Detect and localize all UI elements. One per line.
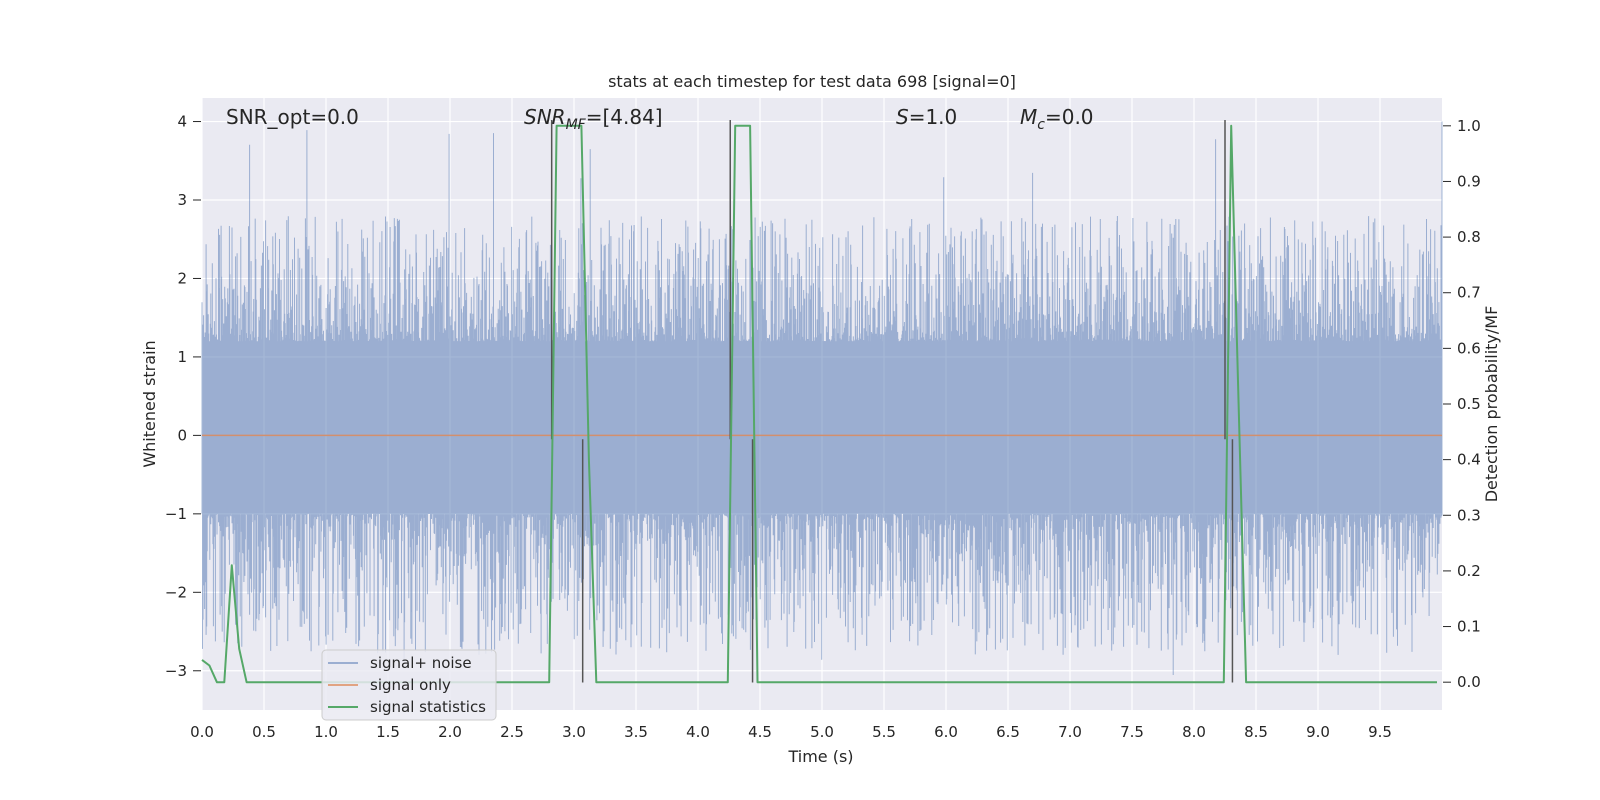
y-tick-label: 2 xyxy=(177,269,187,287)
y-tick-label: 4 xyxy=(177,113,187,131)
x-tick-label: 2.0 xyxy=(438,723,462,741)
x-axis-label: Time (s) xyxy=(787,747,853,766)
y2-tick-label: 0.1 xyxy=(1457,618,1481,636)
y-axis-label: Whitened strain xyxy=(140,340,159,467)
x-tick-label: 7.0 xyxy=(1058,723,1082,741)
y-tick-label: 1 xyxy=(177,348,187,366)
y2-tick-label: 1.0 xyxy=(1457,117,1481,135)
y2-axis-label: Detection probability/MF xyxy=(1482,306,1501,503)
mc-subscript: c xyxy=(1037,117,1045,133)
y-tick-label: 3 xyxy=(177,191,187,209)
y-tick-label: −1 xyxy=(165,505,187,523)
x-tick-label: 2.5 xyxy=(500,723,524,741)
y2-tick-label: 0.5 xyxy=(1457,395,1481,413)
snr-mf-value: =[4.84] xyxy=(586,105,663,129)
mc-symbol: M xyxy=(1020,105,1037,129)
legend: signal+ noise signal only signal statist… xyxy=(321,649,497,721)
x-tick-label: 6.0 xyxy=(934,723,958,741)
s-value: =1.0 xyxy=(909,105,958,129)
chart-title: stats at each timestep for test data 698… xyxy=(608,72,1016,91)
x-tick-label: 3.0 xyxy=(562,723,586,741)
annotation-snr-opt: SNR_opt=0.0 xyxy=(226,105,359,129)
y-tick-label: 0 xyxy=(177,426,187,444)
y2-tick-label: 0.6 xyxy=(1457,339,1481,357)
x-tick-label: 8.0 xyxy=(1182,723,1206,741)
x-tick-label: 0.0 xyxy=(190,723,214,741)
tick-labels: 0.0 0.5 1.0 1.5 2.0 2.5 3.0 3.5 4.0 4.5 5.0 5.5 6.0 6… xyxy=(165,113,1481,741)
y-tick-label: −2 xyxy=(165,583,187,601)
x-tick-label: 0.5 xyxy=(252,723,276,741)
y2-tick-label: 0.0 xyxy=(1457,673,1481,691)
y2-tick-label: 0.9 xyxy=(1457,172,1481,190)
x-tick-label: 6.5 xyxy=(996,723,1020,741)
snr-mf-subscript: MF xyxy=(566,117,587,133)
legend-label-signal-only: signal only xyxy=(370,676,451,694)
x-tick-label: 3.5 xyxy=(624,723,648,741)
y2-tick-label: 0.7 xyxy=(1457,284,1481,302)
x-tick-label: 9.0 xyxy=(1306,723,1330,741)
series-signal-statistics xyxy=(201,124,1437,684)
annotation-mc: Mc=0.0 xyxy=(1020,105,1094,133)
x-tick-label: 5.5 xyxy=(872,723,896,741)
y2-tick-label: 0.2 xyxy=(1457,562,1481,580)
y2-tick-label: 0.8 xyxy=(1457,228,1481,246)
x-tick-label: 1.5 xyxy=(376,723,400,741)
x-tick-label: 8.5 xyxy=(1244,723,1268,741)
x-tick-label: 9.5 xyxy=(1368,723,1392,741)
legend-box xyxy=(321,649,497,721)
signal-statistics-line xyxy=(201,124,1437,684)
legend-label-signal-statistics: signal statistics xyxy=(370,698,486,716)
y2-tick-label: 0.4 xyxy=(1457,451,1481,469)
legend-label-signal-noise: signal+ noise xyxy=(370,654,472,672)
annotation-s: S=1.0 xyxy=(896,105,957,129)
x-tick-label: 5.0 xyxy=(810,723,834,741)
annotation-snr-mf: SNRMF=[4.84] xyxy=(524,105,663,133)
x-tick-label: 4.0 xyxy=(686,723,710,741)
snr-mf-symbol: SNR xyxy=(524,105,566,129)
mc-value: =0.0 xyxy=(1045,105,1094,129)
y-tick-label: −3 xyxy=(165,662,187,680)
x-tick-label: 1.0 xyxy=(314,723,338,741)
x-tick-label: 7.5 xyxy=(1120,723,1144,741)
x-tick-label: 4.5 xyxy=(748,723,772,741)
s-symbol: S xyxy=(896,105,909,129)
vertical-markers xyxy=(550,119,1234,683)
y2-tick-label: 0.3 xyxy=(1457,506,1481,524)
